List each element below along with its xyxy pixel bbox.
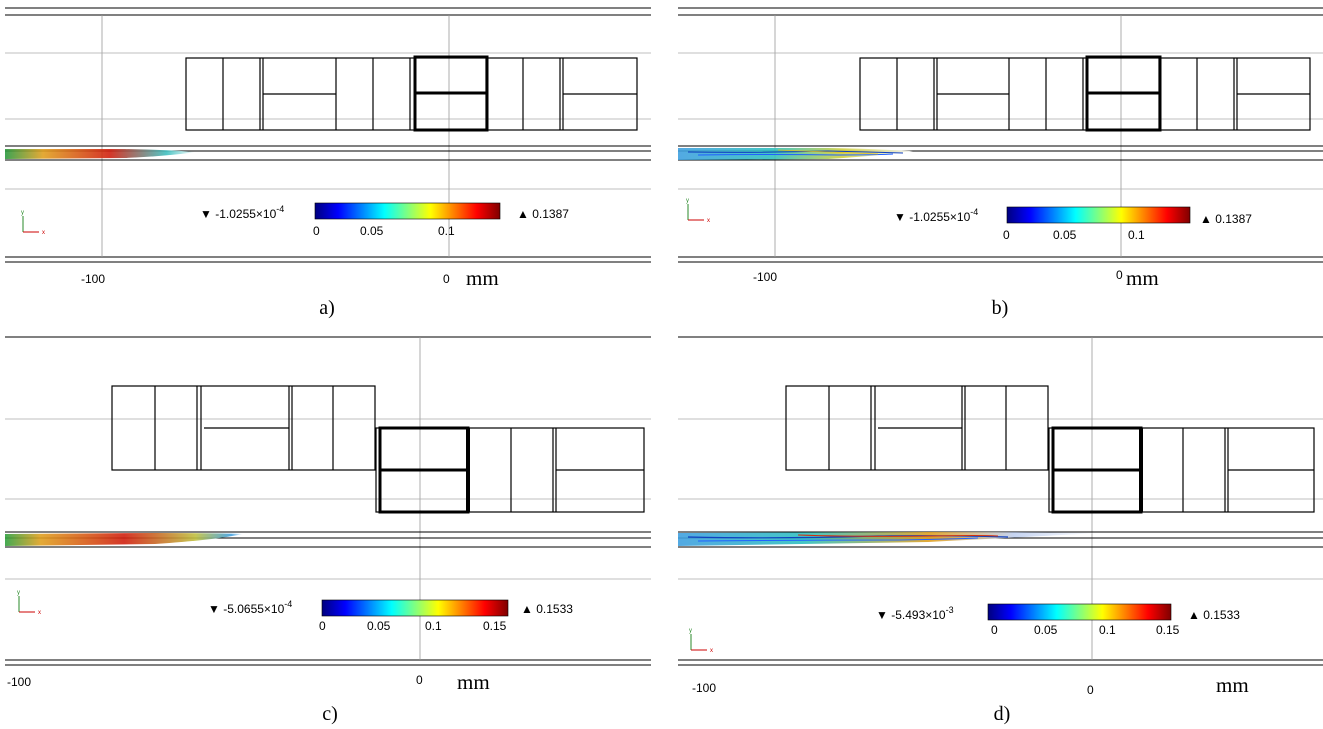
colorbar-tick: 0.05 (360, 224, 384, 238)
colorbar-max-label: ▲ 0.1387 (517, 207, 569, 221)
electrode-structure (859, 55, 1311, 132)
colorbar-tick: 0.05 (1034, 623, 1058, 637)
electrode-structure (111, 385, 645, 514)
colorbar-min-label: ▼ -5.493×10-3 (876, 605, 954, 622)
colorbar-tick: 0.1 (1128, 228, 1145, 242)
colorbar-tick: 0.15 (1156, 623, 1180, 637)
colorbar: ▼ -5.0655×10-4 ▲ 0.1533 0 0.05 0.1 0.15 (208, 599, 573, 633)
caption-d: d) (993, 703, 1011, 725)
unit-label: mm (457, 670, 490, 694)
electrode-structure (785, 385, 1315, 514)
x-tick-label: 0 (416, 673, 423, 687)
electrode-structure (185, 55, 638, 132)
caption-a: a) (319, 297, 335, 319)
x-tick-label: -100 (7, 675, 31, 689)
panel-b: y x ▼ -1.0255×10-4 ▲ 0.1387 0 0.05 0.1 -… (678, 3, 1323, 290)
svg-text:x: x (42, 230, 45, 236)
svg-text:y: y (689, 628, 692, 634)
colorbar-min-label: ▼ -5.0655×10-4 (208, 599, 292, 616)
svg-text:y: y (686, 198, 689, 204)
axis-triad-icon: y x (21, 210, 45, 236)
flow-plume (678, 532, 1098, 546)
svg-text:x: x (707, 218, 710, 224)
x-tick-label: 0 (1116, 268, 1123, 282)
axis-triad-icon: y x (689, 628, 713, 654)
unit-label: mm (1216, 673, 1249, 696)
caption-b: b) (991, 297, 1009, 319)
axis-triad-icon: y x (17, 590, 41, 616)
flow-plume (5, 533, 243, 546)
colorbar-max-label: ▲ 0.1533 (521, 602, 573, 616)
colorbar: ▼ -1.0255×10-4 ▲ 0.1387 0 0.05 0.1 (200, 202, 569, 238)
panel-d: y x ▼ -5.493×10-3 ▲ 0.1533 0 0.05 0.1 0.… (678, 334, 1323, 696)
x-tick-label: -100 (692, 681, 716, 695)
unit-label: mm (1126, 266, 1159, 290)
colorbar: ▼ -1.0255×10-4 ▲ 0.1387 0 0.05 0.1 (894, 206, 1252, 242)
colorbar-max-label: ▲ 0.1533 (1188, 608, 1240, 622)
x-tick-label: -100 (753, 270, 777, 284)
colorbar-tick: 0.1 (438, 224, 455, 238)
flow-plume (5, 149, 195, 159)
colorbar-tick: 0 (1003, 228, 1010, 242)
colorbar-min-label: ▼ -1.0255×10-4 (894, 207, 978, 224)
svg-text:x: x (710, 648, 713, 654)
colorbar-min-label: ▼ -1.0255×10-4 (200, 204, 284, 221)
svg-text:x: x (38, 610, 41, 616)
colorbar-tick: 0 (313, 224, 320, 238)
panel-c: y x ▼ -5.0655×10-4 ▲ 0.1533 0 0.05 0.1 0… (5, 334, 651, 696)
colorbar-tick: 0.15 (483, 619, 507, 633)
axis-triad-icon: y x (686, 198, 710, 224)
colorbar: ▼ -5.493×10-3 ▲ 0.1533 0 0.05 0.1 0.15 (876, 603, 1240, 637)
x-tick-label: 0 (443, 272, 450, 286)
svg-text:y: y (21, 210, 24, 216)
svg-text:y: y (17, 590, 20, 596)
flow-plume (678, 148, 913, 160)
unit-label: mm (466, 266, 499, 290)
x-tick-label: -100 (81, 272, 105, 286)
x-tick-label: 0 (1087, 683, 1094, 696)
colorbar-tick: 0.1 (1099, 623, 1116, 637)
colorbar-max-label: ▲ 0.1387 (1200, 212, 1252, 226)
colorbar-tick: 0 (319, 619, 326, 633)
panel-a: y x ▼ -1.0255×10-4 ▲ 0.1387 0 0.05 0.1 -… (5, 3, 651, 290)
colorbar-tick: 0.05 (1053, 228, 1077, 242)
colorbar-tick: 0 (991, 623, 998, 637)
caption-c: c) (322, 703, 338, 725)
colorbar-tick: 0.1 (425, 619, 442, 633)
colorbar-tick: 0.05 (367, 619, 391, 633)
